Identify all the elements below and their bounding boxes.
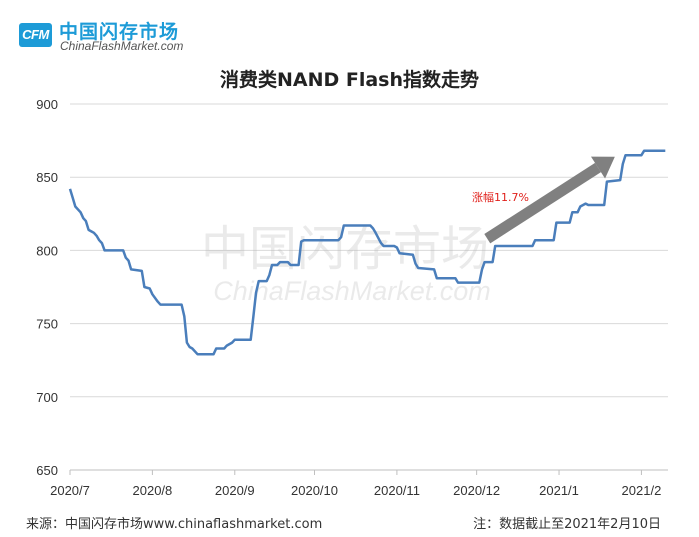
chart-title: 消费类NAND Flash指数走势 (219, 69, 480, 91)
logo-chinese-name: 中国闪存市场 (59, 21, 180, 43)
trend-arrow (484, 156, 615, 244)
x-tick-label: 2020/9 (215, 483, 255, 498)
x-tick-label: 2020/11 (374, 483, 420, 498)
y-axis: 650 700 750 800 850 900 (36, 97, 58, 478)
y-tick-label: 800 (36, 243, 58, 258)
series (68, 149, 666, 356)
arrow-head (590, 156, 615, 179)
series-line (68, 149, 666, 356)
y-tick-label: 850 (36, 170, 58, 185)
x-tick-label: 2020/12 (453, 483, 500, 498)
cfm-logo: CFM (19, 23, 52, 47)
y-tick-label: 700 (36, 390, 58, 405)
source-note: 来源：中国闪存市场www.chinaflashmarket.com (26, 517, 323, 532)
y-tick-label: 650 (36, 463, 58, 478)
watermark-cn: 中国闪存市场 (201, 221, 489, 277)
x-axis: 2020/7 2020/8 2020/9 2020/10 2020/11 2020/12 2… (50, 470, 661, 498)
x-tick-label: 2020/10 (291, 483, 338, 498)
increase-annotation: 涨幅11.7% (472, 191, 529, 204)
watermark: 中国闪存市场 ChinaFlashMarket.com (201, 221, 491, 306)
x-tick-label: 2021/1 (539, 483, 579, 498)
x-tick-label: 2020/7 (50, 483, 90, 498)
y-tick-label: 750 (36, 317, 58, 332)
x-tick-label: 2021/2 (622, 483, 662, 498)
y-tick-label: 900 (36, 97, 58, 112)
logo-english-name: ChinaFlashMarket.com (60, 39, 184, 53)
x-tick-label: 2020/8 (133, 483, 173, 498)
arrow-shaft (484, 162, 601, 244)
grid-lines (70, 103, 668, 471)
data-cutoff-note: 注：数据截止至2021年2月10日 (473, 517, 661, 532)
